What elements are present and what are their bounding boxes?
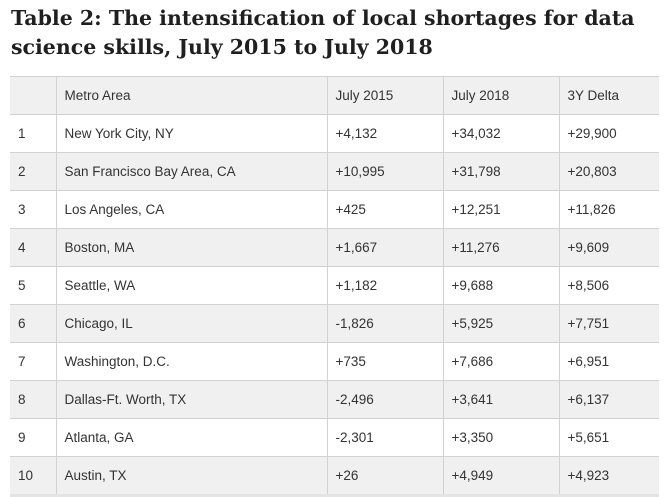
cell-metro-area: Seattle, WA [55,266,327,305]
table-row: 6 Chicago, IL -1,826 +5,925 +7,751 [10,304,659,343]
table-row: 4 Boston, MA +1,667 +11,276 +9,609 [10,228,659,267]
cell-july-2018: +3,350 [442,418,559,457]
cell-3y-delta: +29,900 [558,114,659,153]
cell-july-2015: +425 [326,190,443,229]
cell-3y-delta: +6,951 [558,342,659,381]
cell-3y-delta: +11,826 [558,190,659,229]
table-row: 10 Austin, TX +26 +4,949 +4,923 [10,456,659,497]
header-rank [10,76,56,115]
cell-july-2015: +26 [326,456,443,497]
cell-rank: 4 [10,228,56,267]
page-title: Table 2: The intensification of local sh… [11,6,635,59]
table-header-row: Metro Area July 2015 July 2018 3Y Delta [10,76,659,115]
cell-rank: 10 [10,456,56,497]
metro-shortage-table: Metro Area July 2015 July 2018 3Y Delta … [10,76,659,497]
cell-rank: 7 [10,342,56,381]
cell-3y-delta: +20,803 [558,152,659,191]
cell-metro-area: New York City, NY [55,114,327,153]
cell-3y-delta: +6,137 [558,380,659,419]
cell-3y-delta: +8,506 [558,266,659,305]
cell-rank: 6 [10,304,56,343]
cell-july-2015: +735 [326,342,443,381]
table-row: 5 Seattle, WA +1,182 +9,688 +8,506 [10,266,659,305]
table-row: 2 San Francisco Bay Area, CA +10,995 +31,79… [10,152,659,191]
cell-july-2018: +7,686 [442,342,559,381]
cell-july-2018: +9,688 [442,266,559,305]
cell-july-2015: +1,667 [326,228,443,267]
table-row: 3 Los Angeles, CA +425 +12,251 +11,826 [10,190,659,229]
cell-july-2018: +31,798 [442,152,559,191]
cell-metro-area: Dallas-Ft. Worth, TX [55,380,327,419]
cell-july-2018: +5,925 [442,304,559,343]
cell-3y-delta: +7,751 [558,304,659,343]
table-row: 1 New York City, NY +4,132 +34,032 +29,900 [10,114,659,153]
cell-july-2015: +1,182 [326,266,443,305]
cell-rank: 5 [10,266,56,305]
header-3y-delta: 3Y Delta [558,76,659,115]
cell-july-2015: -2,496 [326,380,443,419]
header-july-2018: July 2018 [442,76,559,115]
cell-july-2018: +4,949 [442,456,559,497]
cell-rank: 9 [10,418,56,457]
cell-rank: 2 [10,152,56,191]
cell-metro-area: Los Angeles, CA [55,190,327,229]
cell-3y-delta: +9,609 [558,228,659,267]
cell-july-2018: +3,641 [442,380,559,419]
cell-july-2015: +4,132 [326,114,443,153]
cell-july-2015: -2,301 [326,418,443,457]
cell-metro-area: San Francisco Bay Area, CA [55,152,327,191]
cell-metro-area: Atlanta, GA [55,418,327,457]
table-body: 1 New York City, NY +4,132 +34,032 +29,900 2 S… [10,114,659,497]
cell-rank: 3 [10,190,56,229]
cell-july-2015: -1,826 [326,304,443,343]
cell-metro-area: Washington, D.C. [55,342,327,381]
cell-3y-delta: +4,923 [558,456,659,497]
table-row: 7 Washington, D.C. +735 +7,686 +6,951 [10,342,659,381]
cell-metro-area: Austin, TX [55,456,327,497]
cell-july-2018: +11,276 [442,228,559,267]
cell-3y-delta: +5,651 [558,418,659,457]
cell-july-2018: +12,251 [442,190,559,229]
cell-metro-area: Chicago, IL [55,304,327,343]
header-metro-area: Metro Area [55,76,327,115]
table-row: 9 Atlanta, GA -2,301 +3,350 +5,651 [10,418,659,457]
cell-rank: 8 [10,380,56,419]
cell-metro-area: Boston, MA [55,228,327,267]
cell-july-2018: +34,032 [442,114,559,153]
cell-rank: 1 [10,114,56,153]
cell-july-2015: +10,995 [326,152,443,191]
table-row: 8 Dallas-Ft. Worth, TX -2,496 +3,641 +6,137 [10,380,659,419]
header-july-2015: July 2015 [326,76,443,115]
